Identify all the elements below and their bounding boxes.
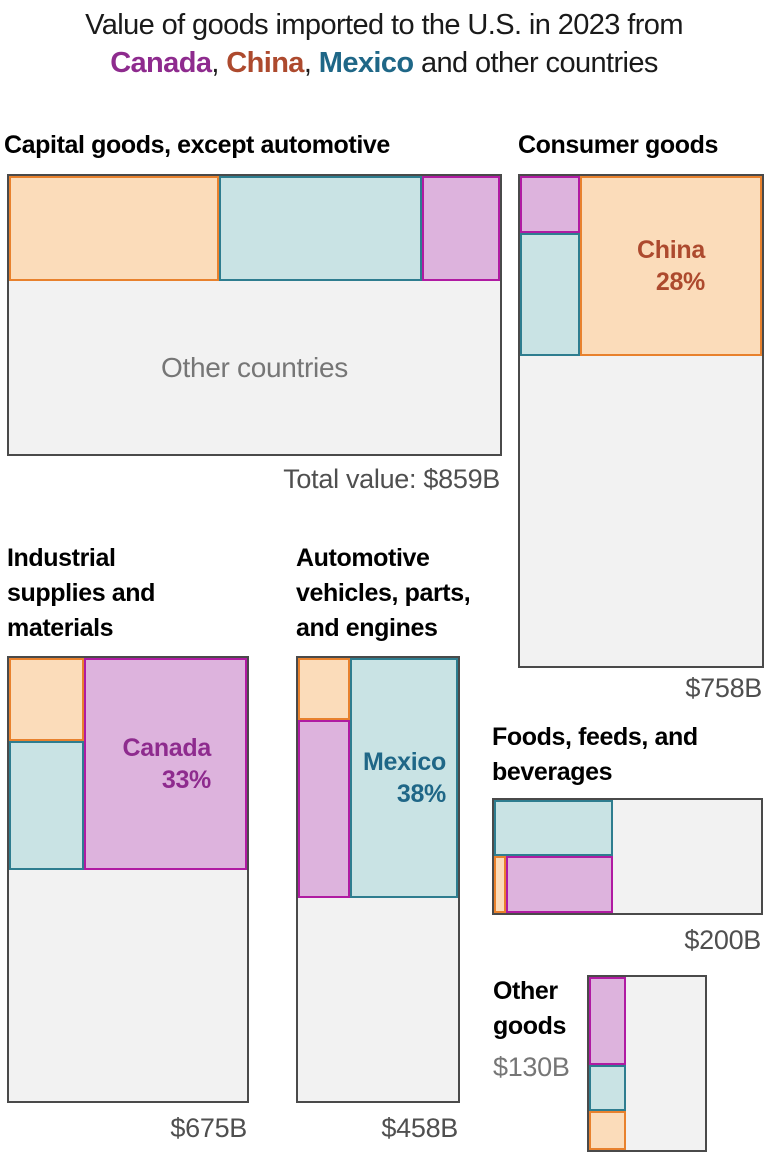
segment-automotive-canada <box>298 719 350 898</box>
segment-consumer-goods-mexico <box>520 233 581 357</box>
segment-automotive-other <box>298 897 458 1101</box>
segment-other-goods-canada <box>589 977 626 1065</box>
panel-title-automotive: Automotive vehicles, parts, and engines <box>296 541 471 646</box>
panel-title-line: Industrial <box>7 544 116 572</box>
title-country-china: China <box>226 47 304 79</box>
segment-other-goods-china <box>589 1110 626 1150</box>
segment-capital-goods-china <box>9 176 220 282</box>
label-line: 33% <box>161 766 211 795</box>
title-country-mexico: Mexico <box>318 47 414 79</box>
chart-title-line2: Canada, China, Mexico and other countrie… <box>0 44 768 82</box>
treemap-box-capital-goods: Other countries <box>7 174 502 456</box>
segment-capital-goods-canada <box>421 176 500 282</box>
treemap-box-other-goods <box>587 975 707 1152</box>
panel-total-label-foods-feeds-beverages: $200B <box>684 925 761 955</box>
panel-total-label-other-goods: $130B <box>493 1052 570 1082</box>
treemap-box-consumer-goods: China 28% <box>518 174 764 668</box>
segment-foods-feeds-beverages-china <box>494 856 506 913</box>
segment-automotive-mexico: Mexico 38% <box>349 658 458 898</box>
panel-title-capital-goods: Capital goods, except automotive <box>4 128 390 163</box>
segment-industrial-supplies-other <box>9 870 247 1101</box>
panel-total-label-automotive: $458B <box>381 1113 458 1143</box>
panel-title-line: Consumer goods <box>518 131 718 159</box>
chart-title-line1: Value of goods imported to the U.S. in 2… <box>85 9 683 41</box>
panel-title-line: and engines <box>296 614 438 642</box>
panel-title-line: Other <box>493 977 558 1005</box>
segment-capital-goods-mexico <box>219 176 422 282</box>
panel-total-label-consumer-goods: $758B <box>685 673 762 703</box>
treemap-box-industrial-supplies: Canada 33% <box>7 656 249 1103</box>
chart-header: Value of goods imported to the U.S. in 2… <box>0 6 768 82</box>
panel-title-line: vehicles, parts, <box>296 579 471 607</box>
title-text-segment: , <box>303 47 319 79</box>
panel-title-other-goods: Other goods $130B <box>493 974 570 1085</box>
segment-automotive-china <box>298 658 350 720</box>
segment-foods-feeds-beverages-mexico <box>494 800 613 857</box>
segment-industrial-supplies-canada: Canada 33% <box>83 658 247 871</box>
label-line: China <box>637 236 705 265</box>
label-line: Canada <box>122 734 211 763</box>
segment-industrial-supplies-mexico <box>9 741 84 871</box>
panel-total-label-industrial-supplies: $675B <box>170 1113 247 1143</box>
label-mexico-share: Mexico 38% <box>363 746 446 810</box>
panel-title-line: goods <box>493 1012 566 1040</box>
segment-foods-feeds-beverages-other <box>612 800 761 913</box>
segment-consumer-goods-other <box>520 356 762 666</box>
title-text-segment: , <box>211 47 227 79</box>
label-canada-share: Canada 33% <box>122 732 211 796</box>
panel-title-line: Capital goods, except automotive <box>4 131 390 159</box>
segment-foods-feeds-beverages-canada <box>505 856 613 913</box>
panel-title-line: Foods, feeds, and <box>492 723 698 751</box>
panel-title-foods-feeds-beverages: Foods, feeds, and beverages <box>492 720 698 790</box>
panel-title-line: Automotive <box>296 544 430 572</box>
segment-capital-goods-other: Other countries <box>9 281 500 454</box>
panel-total-label-capital-goods: Total value: $859B <box>283 464 500 494</box>
panel-title-line: beverages <box>492 758 613 786</box>
panel-title-consumer-goods: Consumer goods <box>518 128 718 163</box>
treemap-box-foods-feeds-beverages <box>492 798 763 915</box>
segment-consumer-goods-canada <box>520 176 581 234</box>
segment-industrial-supplies-china <box>9 658 84 742</box>
treemap-box-automotive: Mexico 38% <box>296 656 460 1103</box>
label-line: 38% <box>396 779 446 808</box>
label-line: 28% <box>655 268 705 297</box>
panel-title-line: supplies and <box>7 579 156 607</box>
label-other-countries: Other countries <box>161 351 348 383</box>
segment-consumer-goods-china: China 28% <box>580 176 762 357</box>
segment-other-goods-mexico <box>589 1064 626 1111</box>
panel-title-line: materials <box>7 614 114 642</box>
panel-title-industrial-supplies: Industrial supplies and materials <box>7 541 155 646</box>
segment-other-goods-other <box>625 977 705 1150</box>
title-country-canada: Canada <box>110 47 212 79</box>
label-line: Mexico <box>363 747 446 776</box>
label-china-share: China 28% <box>637 234 705 298</box>
title-text-segment: and other countries <box>413 47 658 79</box>
